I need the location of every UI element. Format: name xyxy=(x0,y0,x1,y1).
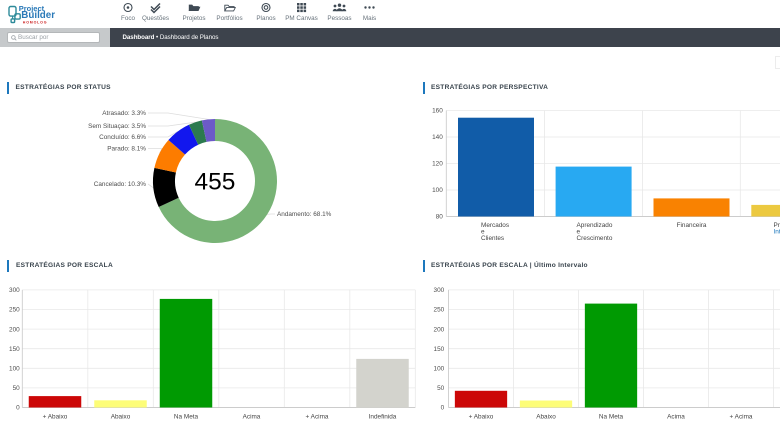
svg-text:200: 200 xyxy=(9,326,20,333)
svg-text:Na Meta: Na Meta xyxy=(599,414,624,421)
svg-text:160: 160 xyxy=(432,108,443,115)
svg-text:250: 250 xyxy=(434,307,445,314)
svg-text:Acima: Acima xyxy=(243,414,261,421)
svg-text:Crescimento: Crescimento xyxy=(577,235,613,242)
svg-text:0: 0 xyxy=(16,405,20,412)
svg-text:e: e xyxy=(481,228,485,235)
svg-text:HOMOLOG: HOMOLOG xyxy=(23,21,48,25)
svg-text:Concluído: 6.6%: Concluído: 6.6% xyxy=(99,134,146,141)
svg-text:250: 250 xyxy=(9,307,20,314)
svg-text:Abaixo: Abaixo xyxy=(111,414,131,421)
svg-text:+ Abaixo: + Abaixo xyxy=(469,414,494,421)
svg-text:Project: Project xyxy=(19,4,45,13)
svg-text:50: 50 xyxy=(437,385,445,392)
svg-text:50: 50 xyxy=(13,385,21,392)
svg-text:Processos: Processos xyxy=(774,222,780,229)
svg-text:Builder: Builder xyxy=(21,10,55,21)
svg-text:200: 200 xyxy=(434,326,445,333)
svg-text:120: 120 xyxy=(432,161,443,168)
svg-text:140: 140 xyxy=(432,134,443,141)
svg-text:Na Meta: Na Meta xyxy=(174,414,199,421)
svg-text:+ Acima: + Acima xyxy=(306,414,329,421)
svg-text:300: 300 xyxy=(434,287,445,294)
svg-text:Internos: Internos xyxy=(774,228,780,235)
svg-text:100: 100 xyxy=(432,187,443,194)
svg-text:Acima: Acima xyxy=(667,414,685,421)
svg-text:100: 100 xyxy=(434,366,445,373)
svg-text:0: 0 xyxy=(441,405,445,412)
svg-text:Financeira: Financeira xyxy=(677,222,707,229)
svg-text:Cancelado: 10.3%: Cancelado: 10.3% xyxy=(94,181,147,188)
svg-text:+ Acima: + Acima xyxy=(730,414,753,421)
svg-text:Abaixo: Abaixo xyxy=(536,414,556,421)
svg-text:Andamento: 68.1%: Andamento: 68.1% xyxy=(277,211,332,218)
svg-text:Mercados: Mercados xyxy=(481,222,509,229)
svg-text:Sem Situaçao: 3.5%: Sem Situaçao: 3.5% xyxy=(88,123,146,130)
svg-text:300: 300 xyxy=(9,287,20,294)
svg-text:150: 150 xyxy=(9,346,20,353)
svg-text:100: 100 xyxy=(9,366,20,373)
svg-text:150: 150 xyxy=(434,346,445,353)
svg-text:455: 455 xyxy=(195,169,236,196)
svg-text:Indefinida: Indefinida xyxy=(369,414,397,421)
svg-text:Clientes: Clientes xyxy=(481,235,504,242)
svg-text:Aprendizado: Aprendizado xyxy=(577,222,613,229)
svg-text:80: 80 xyxy=(436,214,444,221)
svg-text:+ Abaixo: + Abaixo xyxy=(43,414,68,421)
svg-text:Parado: 8.1%: Parado: 8.1% xyxy=(107,146,146,153)
svg-text:Atrasado: 3.3%: Atrasado: 3.3% xyxy=(102,110,146,117)
svg-text:e: e xyxy=(577,228,581,235)
